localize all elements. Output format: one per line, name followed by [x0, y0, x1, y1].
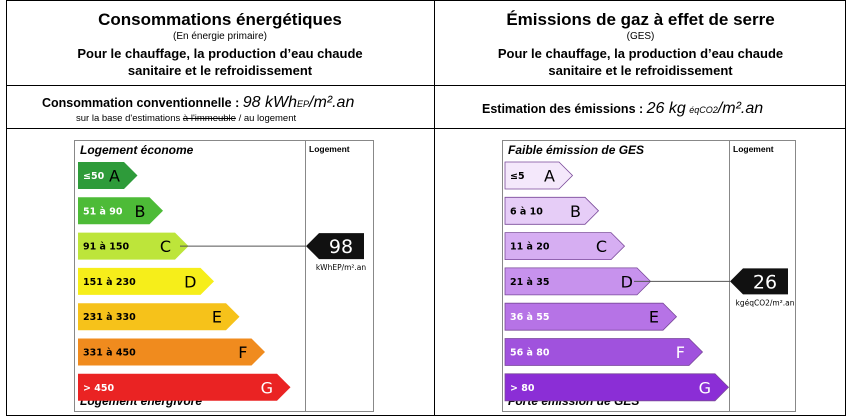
- energy-class-e-letter: E: [212, 308, 222, 327]
- energy-basis: sur la base d'estimations à l'immeuble /…: [76, 113, 296, 124]
- energy-class-e-bar: [78, 303, 240, 331]
- energy-title: Consommations énergétiques: [98, 10, 342, 29]
- energy-class-a-letter: A: [109, 167, 120, 186]
- energy-class-f-range: 331 à 450: [83, 348, 136, 359]
- ges-estim-value: 26 kg: [646, 100, 686, 117]
- ges-header: Émissions de gaz à effet de serre (GES) …: [435, 0, 846, 128]
- energy-conso-sub: EP: [296, 99, 309, 109]
- energy-label-panel: [74, 140, 374, 412]
- energy-class-g-bar: [78, 373, 291, 401]
- ges-estim-label: Estimation des émissions :: [482, 102, 644, 116]
- energy-class-d-range: 151 à 230: [83, 277, 136, 288]
- ges-desc-line2: sanitaire et le refroidissement: [548, 63, 733, 78]
- energy-desc-line1: Pour le chauffage, la production d’eau c…: [77, 46, 363, 61]
- energy-class-a-range: ≤50: [83, 171, 105, 182]
- energy-class-b-range: 51 à 90: [83, 206, 123, 217]
- column-divider: [434, 0, 435, 416]
- ges-top-caption: Faible émission de GES: [508, 143, 645, 157]
- ges-bottom-caption: Forte émission de GES: [508, 394, 640, 408]
- energy-class-e-range: 231 à 330: [83, 312, 136, 323]
- energy-class-d-bar: [78, 267, 214, 295]
- energy-class-a-bar: [78, 162, 138, 189]
- energy-basis-suffix: / au logement: [235, 113, 297, 124]
- energy-indicator-value: 98: [329, 236, 353, 258]
- energy-conso-unit: /m².an: [309, 94, 355, 111]
- energy-consumption: Consommation conventionnelle : 98 kWhEP/…: [42, 94, 354, 112]
- energy-basis-prefix: sur la base d'estimations: [76, 113, 183, 124]
- ges-desc-line1: Pour le chauffage, la production d’eau c…: [497, 46, 784, 61]
- energy-class-g-letter: G: [261, 378, 273, 397]
- ges-label-panel: [502, 140, 796, 412]
- ges-title: Émissions de gaz à effet de serre: [506, 10, 775, 29]
- energy-top-caption: Logement économe: [80, 143, 194, 157]
- header-divider: [6, 85, 846, 86]
- energy-indicator-arrow: [306, 233, 364, 260]
- summary-divider: [6, 128, 846, 129]
- energy-class-c-letter: C: [160, 237, 171, 256]
- dpe-frame: [6, 0, 846, 416]
- energy-panel-divider: [305, 141, 306, 411]
- ges-estimation: Estimation des émissions : 26 kg éqCO2/m…: [482, 100, 763, 118]
- energy-subtitle: (En énergie primaire): [173, 31, 267, 42]
- energy-class-b-bar: [78, 197, 163, 225]
- ges-subtitle: (GES): [626, 31, 655, 42]
- energy-logement-title: Logement: [309, 144, 350, 154]
- energy-indicator-unit: kWhEP/m².an: [316, 263, 367, 272]
- ges-logement-title: Logement: [733, 144, 774, 154]
- energy-conso-value: 98 kWh: [242, 94, 297, 111]
- energy-class-g-range: > 450: [83, 383, 114, 394]
- energy-header: Consommations énergétiques (En énergie p…: [6, 0, 434, 128]
- energy-class-f-bar: [78, 338, 265, 366]
- energy-class-d-letter: D: [184, 272, 196, 291]
- ges-estim-sub: éqCO2: [689, 105, 718, 115]
- energy-class-f-letter: F: [238, 343, 247, 362]
- energy-conso-label: Consommation conventionnelle :: [42, 96, 240, 110]
- energy-desc-line2: sanitaire et le refroidissement: [127, 63, 313, 78]
- energy-class-b-letter: B: [135, 202, 146, 221]
- energy-class-c-range: 91 à 150: [83, 242, 129, 253]
- ges-estim-unit: /m².an: [717, 100, 764, 117]
- energy-basis-strike: à l'immeuble: [182, 113, 236, 124]
- energy-class-c-bar: [78, 232, 189, 260]
- ges-panel-divider: [729, 141, 730, 411]
